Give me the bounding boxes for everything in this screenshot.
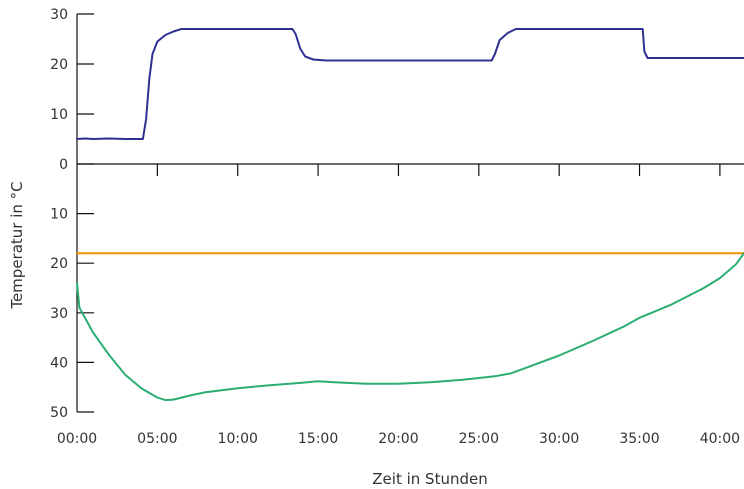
x-tick-label: 20:00 [378,431,418,447]
lower-y-tick-label: 50 [50,405,68,421]
chart-labels: 0 10 20 30 10 20 30 40 50 00:00 05:00 10:00 15:00 20:… [50,7,740,447]
lower-y-tick-label: 30 [50,306,68,322]
series-line-1 [76,28,744,140]
lower-y-tick-label: 20 [50,256,68,272]
y-axis-title: Temperatur in °C [8,181,26,309]
lower-y-tick-label: 40 [50,355,68,371]
upper-y-tick-label: 10 [50,107,68,123]
chart-series [76,28,744,402]
x-tick-label: 05:00 [137,431,177,447]
upper-y-tick-label: 30 [50,7,68,23]
x-tick-label: 35:00 [619,431,659,447]
chart-axes [76,13,744,413]
x-tick-label: 15:00 [298,431,338,447]
x-axis-title: Zeit in Stunden [372,470,487,488]
lower-y-tick-label: 10 [50,207,68,223]
x-tick-label: 40:00 [700,431,740,447]
x-tick-label: 30:00 [539,431,579,447]
x-tick-label: 10:00 [218,431,258,447]
series-line-3 [76,252,744,402]
x-tick-label: 25:00 [459,431,499,447]
upper-y-tick-label: 0 [59,157,68,173]
x-tick-label: 00:00 [57,431,97,447]
upper-y-tick-label: 20 [50,57,68,73]
